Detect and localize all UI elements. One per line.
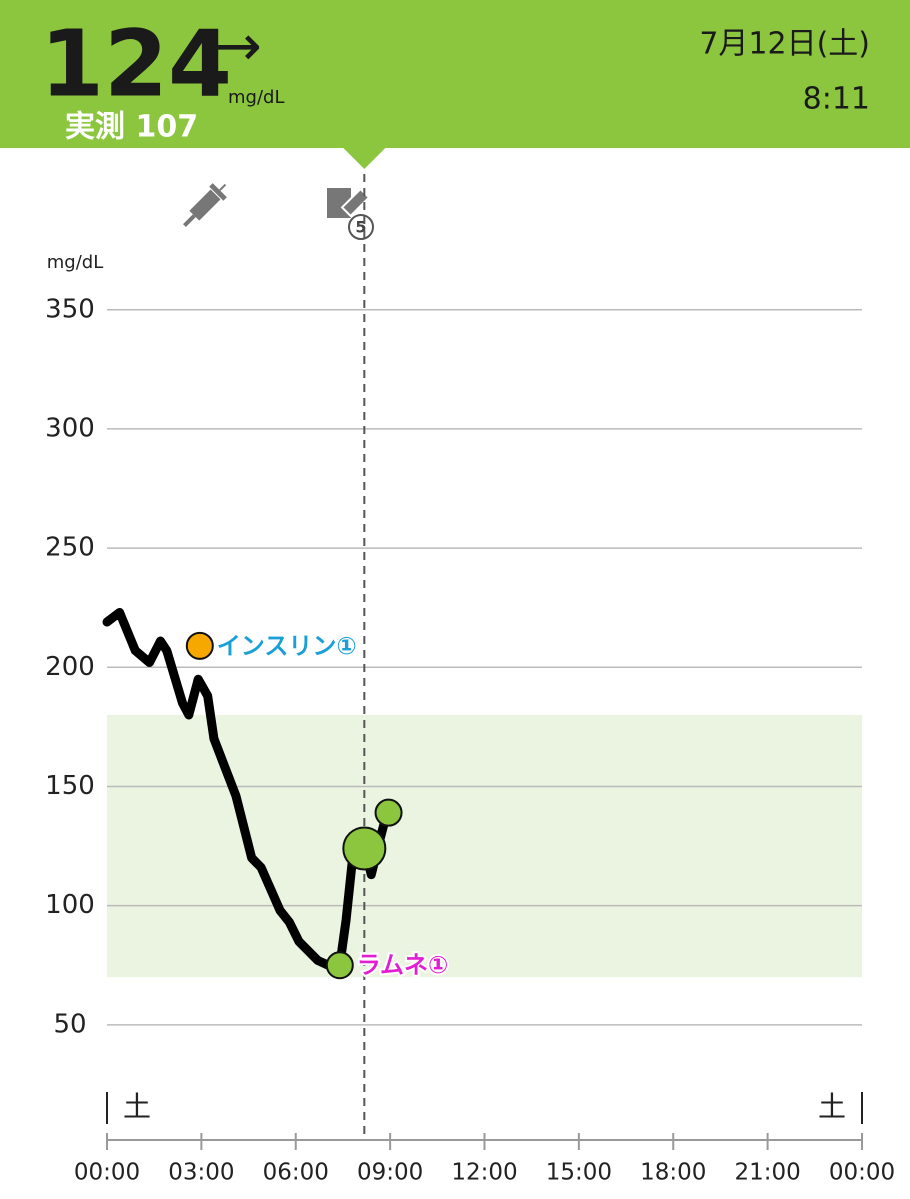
day-label: 土 [123,1090,151,1123]
y-tick-label: 200 [45,652,95,682]
x-tick-label: 00:00 [829,1160,895,1186]
scan-point [342,826,387,871]
cursor-pointer [342,147,387,169]
x-tick-label: 21:00 [734,1160,800,1186]
glucose-value: 124 [40,10,232,117]
target-range [107,714,862,978]
y-tick-label: 350 [45,294,95,324]
trend-arrow: → [215,14,262,79]
x-tick-label: 18:00 [640,1160,706,1186]
glucose-line [102,607,392,973]
log-icon[interactable]: 5 [327,187,374,240]
x-tick-label: 15:00 [546,1160,612,1186]
x-tick-label: 09:00 [357,1160,423,1186]
time: 8:11 [803,82,870,117]
header-bar [0,0,910,148]
day-label: 土 [818,1090,846,1123]
event-label: ラムネ① [357,951,449,979]
x-tick-label: 00:00 [74,1160,140,1186]
x-tick-label: 03:00 [168,1160,234,1186]
y-tick-label: 150 [45,771,95,801]
y-tick-label: 250 [45,533,95,563]
y-tick-label: 300 [45,413,95,443]
y-unit: mg/dL [47,252,103,273]
x-tick-label: 12:00 [451,1160,517,1186]
event-label: インスリン① [217,632,357,660]
y-tick-label: 50 [53,1009,86,1039]
log-badge: 5 [355,218,366,237]
event-marker [185,631,214,660]
scan-point [325,951,354,980]
date: 7月12日(土) [699,27,870,62]
measured: 実測 107 [65,110,198,145]
insulin-icon[interactable] [177,177,232,232]
unit: mg/dL [228,87,284,108]
scan-point [374,798,403,827]
x-tick-label: 06:00 [263,1160,329,1186]
y-tick-label: 100 [45,890,95,920]
